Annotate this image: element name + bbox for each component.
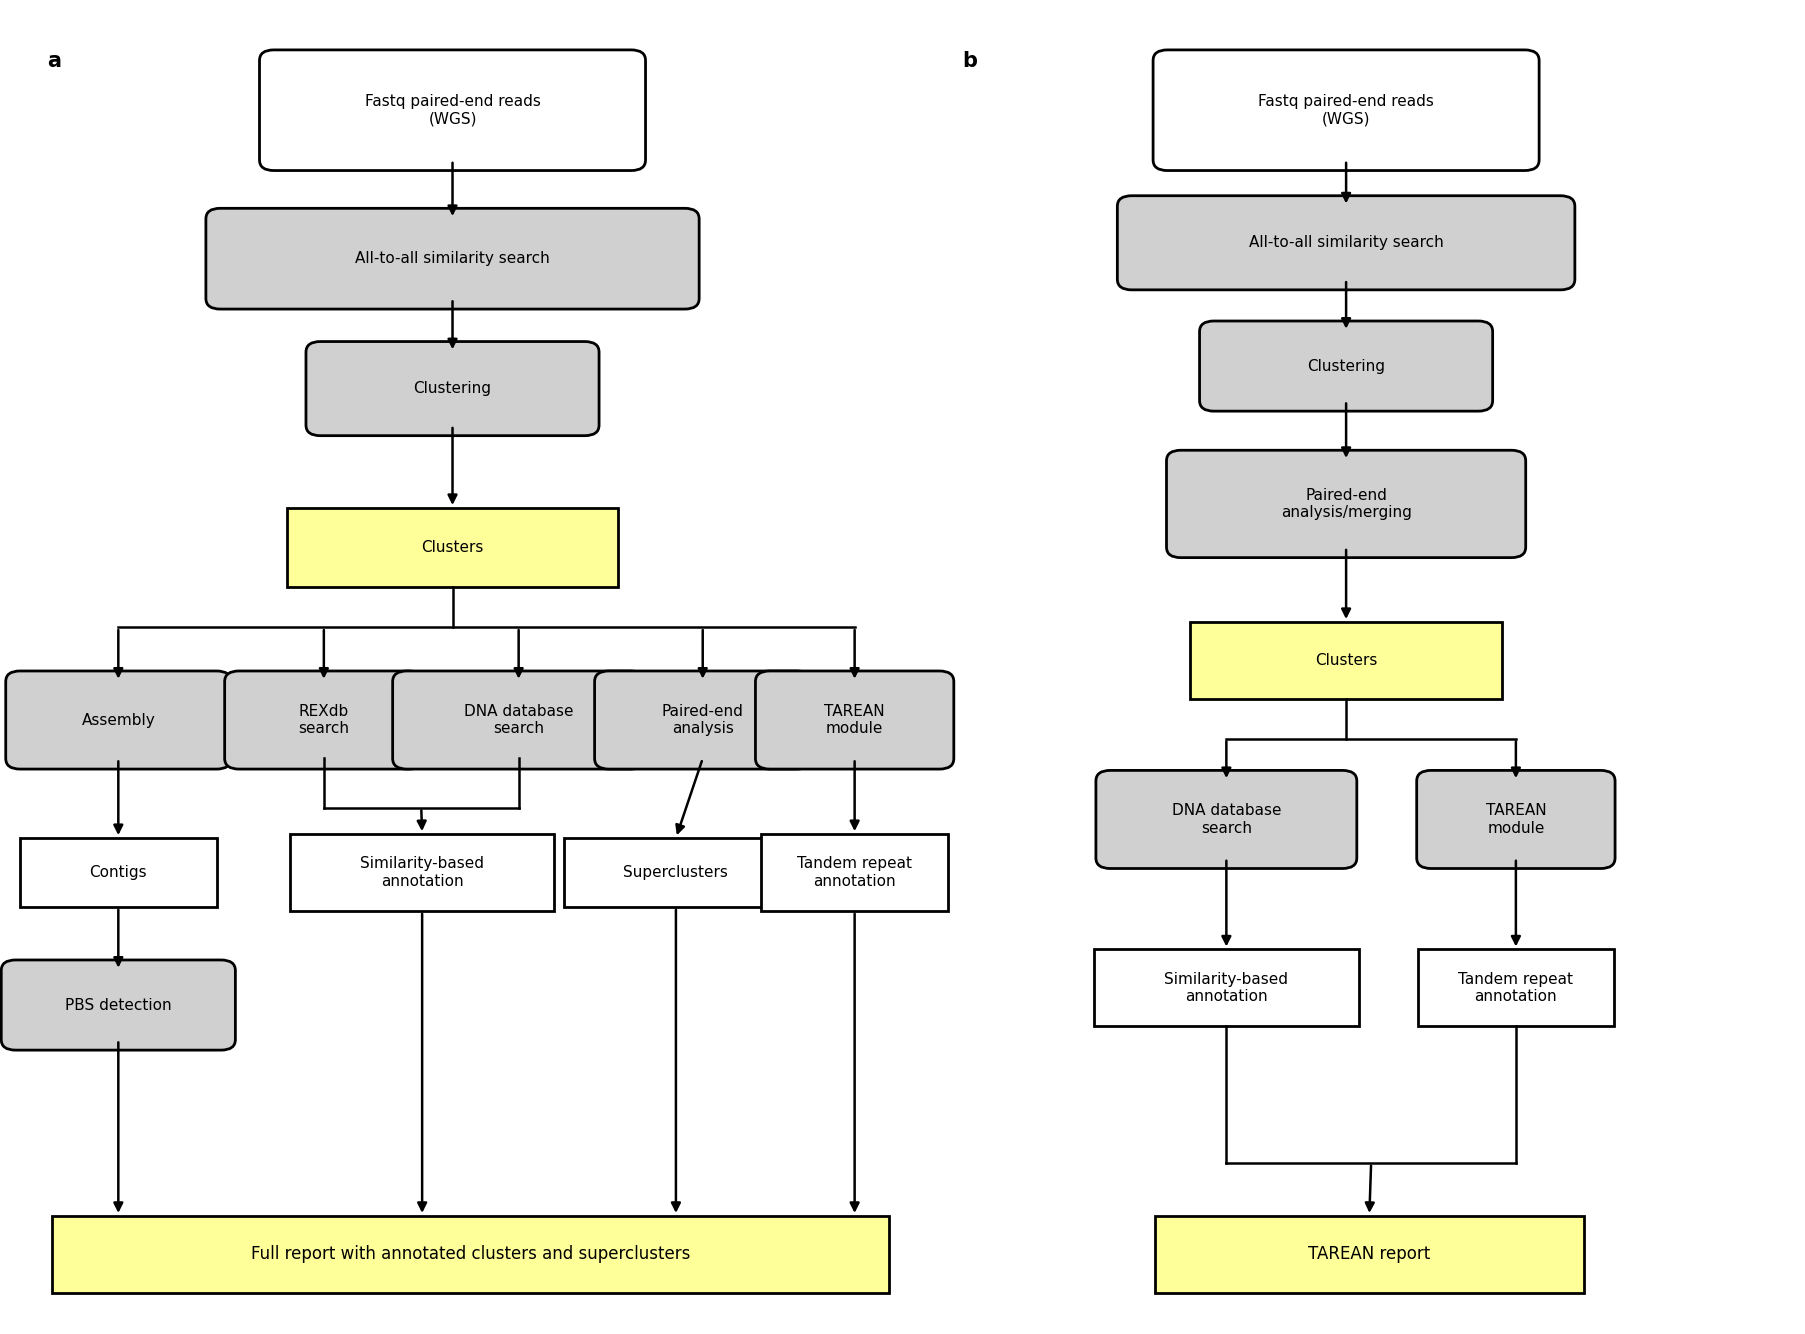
Text: PBS detection: PBS detection xyxy=(65,998,171,1013)
FancyBboxPatch shape xyxy=(594,671,810,770)
Text: Tandem repeat
annotation: Tandem repeat annotation xyxy=(796,856,912,888)
Text: DNA database
search: DNA database search xyxy=(464,704,572,736)
Text: Superclusters: Superclusters xyxy=(623,864,727,880)
Text: b: b xyxy=(962,51,977,71)
FancyBboxPatch shape xyxy=(760,834,948,911)
FancyBboxPatch shape xyxy=(754,671,953,770)
FancyBboxPatch shape xyxy=(206,208,699,309)
Text: Paired-end
analysis: Paired-end analysis xyxy=(661,704,744,736)
FancyBboxPatch shape xyxy=(2,960,235,1050)
Text: Assembly: Assembly xyxy=(81,712,155,727)
FancyBboxPatch shape xyxy=(305,342,599,436)
Text: Fastq paired-end reads
(WGS): Fastq paired-end reads (WGS) xyxy=(1258,93,1433,127)
FancyBboxPatch shape xyxy=(291,834,554,911)
FancyBboxPatch shape xyxy=(1094,950,1357,1026)
Text: Similarity-based
annotation: Similarity-based annotation xyxy=(1164,971,1287,1005)
Text: REXdb
search: REXdb search xyxy=(298,704,348,736)
Text: DNA database
search: DNA database search xyxy=(1171,803,1280,835)
FancyBboxPatch shape xyxy=(20,838,217,907)
Text: Tandem repeat
annotation: Tandem repeat annotation xyxy=(1458,971,1572,1005)
Text: TAREAN
module: TAREAN module xyxy=(1486,803,1545,835)
Text: All-to-all similarity search: All-to-all similarity search xyxy=(1247,235,1442,251)
FancyBboxPatch shape xyxy=(1199,321,1491,411)
FancyBboxPatch shape xyxy=(1166,451,1525,558)
Text: TAREAN report: TAREAN report xyxy=(1307,1245,1430,1263)
FancyBboxPatch shape xyxy=(563,838,787,907)
Text: a: a xyxy=(47,51,61,71)
Text: Clustering: Clustering xyxy=(1307,359,1384,374)
FancyBboxPatch shape xyxy=(1417,950,1614,1026)
Text: Clusters: Clusters xyxy=(421,540,484,555)
FancyBboxPatch shape xyxy=(224,671,422,770)
FancyBboxPatch shape xyxy=(260,49,644,171)
FancyBboxPatch shape xyxy=(392,671,644,770)
Text: Contigs: Contigs xyxy=(90,864,146,880)
Text: Paired-end
analysis/merging: Paired-end analysis/merging xyxy=(1280,488,1412,520)
FancyBboxPatch shape xyxy=(5,671,231,770)
FancyBboxPatch shape xyxy=(1096,771,1356,868)
Text: Similarity-based
annotation: Similarity-based annotation xyxy=(359,856,484,888)
Text: Clustering: Clustering xyxy=(413,382,491,396)
FancyBboxPatch shape xyxy=(1415,771,1614,868)
FancyBboxPatch shape xyxy=(1152,49,1538,171)
FancyBboxPatch shape xyxy=(1117,196,1574,289)
Text: TAREAN
module: TAREAN module xyxy=(823,704,884,736)
Text: Clusters: Clusters xyxy=(1314,652,1377,668)
Text: Full report with annotated clusters and superclusters: Full report with annotated clusters and … xyxy=(251,1245,690,1263)
FancyBboxPatch shape xyxy=(1153,1215,1583,1293)
FancyBboxPatch shape xyxy=(1189,622,1502,699)
FancyBboxPatch shape xyxy=(52,1215,888,1293)
Text: All-to-all similarity search: All-to-all similarity search xyxy=(356,251,549,267)
FancyBboxPatch shape xyxy=(287,508,617,587)
Text: Fastq paired-end reads
(WGS): Fastq paired-end reads (WGS) xyxy=(365,93,540,127)
